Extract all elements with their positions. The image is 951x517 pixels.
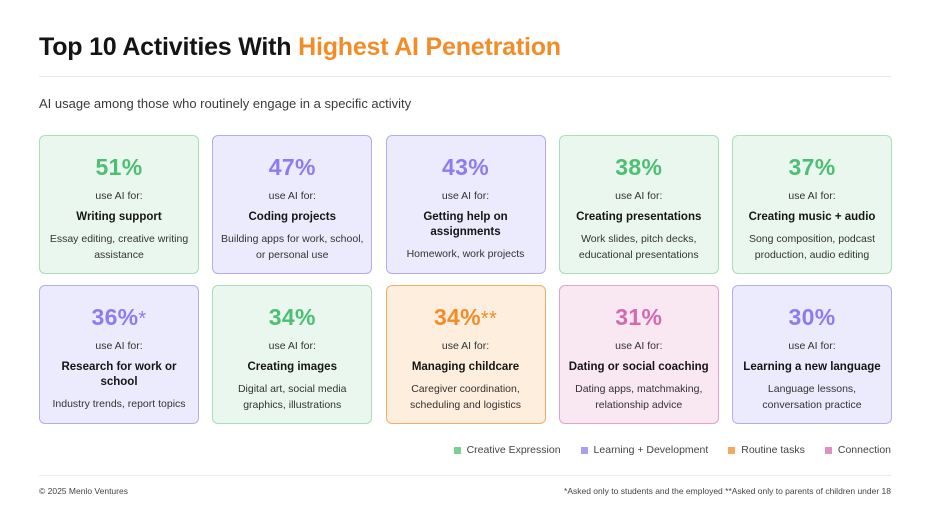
legend-item-creative: Creative Expression <box>453 444 561 456</box>
card-percent: 51% <box>40 153 198 181</box>
card-percent: 47% <box>213 153 371 181</box>
card-activity: Coding projects <box>248 211 337 223</box>
card-prefix-label: use AI for: <box>788 340 836 352</box>
card-prefix-label: use AI for: <box>615 190 663 202</box>
legend-swatch <box>728 446 736 454</box>
card-percent: 36%* <box>40 303 198 331</box>
footnotes: *Asked only to students and the employed… <box>564 486 891 496</box>
legend-item-routine: Routine tasks <box>728 444 805 456</box>
card-footnote-mark: ** <box>480 308 498 330</box>
card-prefix-label: use AI for: <box>788 190 836 202</box>
card-percent-value: 43% <box>442 154 489 180</box>
legend-swatch <box>824 446 832 454</box>
legend-label: Connection <box>837 444 891 456</box>
activity-card: 38% use AI for: Creating presentations Work… <box>558 135 719 274</box>
card-percent-value: 30% <box>788 304 836 330</box>
legend-item-connection: Connection <box>824 444 891 456</box>
card-percent-value: 31% <box>615 304 663 330</box>
legend-label: Creative Expression <box>466 444 561 456</box>
card-percent-value: 34% <box>433 304 481 330</box>
card-percent-value: 38% <box>615 154 663 180</box>
activity-card: 43% use AI for: Getting help on assignment… <box>385 135 546 274</box>
card-description: Dating apps, matchmaking, relationship a… <box>575 383 703 411</box>
card-prefix-label: use AI for: <box>95 340 143 352</box>
card-activity: Managing childcare <box>411 361 520 373</box>
activity-card: 51% use AI for: Writing support Essay editi… <box>39 135 199 274</box>
card-description: Homework, work projects <box>406 248 525 260</box>
activity-card: 30% use AI for: Learning a new language Lan… <box>732 285 892 424</box>
legend-swatch <box>580 446 588 454</box>
card-activity: Creating images <box>247 361 337 373</box>
activity-card: 37% use AI for: Creating music + audio Song… <box>732 135 892 274</box>
legend-swatch <box>453 446 461 454</box>
card-prefix-label: use AI for: <box>268 340 316 352</box>
card-percent: 43% <box>387 153 545 181</box>
card-percent: 38% <box>560 153 718 181</box>
activity-grid: 51% use AI for: Writing support Essay editi… <box>39 135 892 425</box>
card-percent-value: 37% <box>788 154 836 180</box>
card-description: Digital art, social media graphics, illu… <box>237 383 347 411</box>
legend: Creative Expression Learning + Developmen… <box>453 444 891 456</box>
card-percent-value: 36% <box>91 304 139 330</box>
card-footnote-mark: * <box>138 308 147 330</box>
card-description: Language lessons, conversation practice <box>762 383 862 411</box>
card-percent-value: 51% <box>95 154 143 180</box>
page-title: Top 10 Activities With Highest AI Penetr… <box>39 33 561 62</box>
card-description: Essay editing, creative writing assistan… <box>49 233 189 261</box>
title-divider <box>39 76 891 77</box>
activity-card: 34% use AI for: Creating images Digital art… <box>212 285 373 424</box>
card-activity: Learning a new language <box>743 361 881 373</box>
card-percent-value: 34% <box>268 304 316 330</box>
card-percent: 34%** <box>387 303 545 331</box>
card-prefix-label: use AI for: <box>95 190 143 202</box>
card-percent: 30% <box>733 303 891 331</box>
title-main: Top 10 Activities With <box>39 33 299 61</box>
legend-label: Routine tasks <box>741 444 805 456</box>
card-activity: Dating or social coaching <box>568 361 709 373</box>
title-accent: Highest AI Penetration <box>298 33 561 61</box>
card-activity: Creating music + audio <box>748 211 876 223</box>
subtitle: AI usage among those who routinely engag… <box>39 96 412 111</box>
footer-divider <box>39 475 891 476</box>
card-description: Building apps for work, school, or perso… <box>221 233 364 261</box>
card-description: Industry trends, report topics <box>52 398 186 410</box>
copyright: © 2025 Menlo Ventures <box>39 486 128 496</box>
activity-card: 31% use AI for: Dating or social coaching D… <box>558 285 719 424</box>
card-description: Song composition, podcast production, au… <box>748 233 876 261</box>
card-activity: Research for work or school <box>61 361 177 388</box>
card-percent: 34% <box>213 303 371 331</box>
card-percent-value: 47% <box>268 154 316 180</box>
card-percent: 37% <box>733 153 891 181</box>
card-description: Work slides, pitch decks, educational pr… <box>578 233 699 261</box>
card-percent: 31% <box>560 303 718 331</box>
activity-card: 36%* use AI for: Research for work or scho… <box>39 285 199 424</box>
card-activity: Getting help on assignments <box>423 211 508 238</box>
legend-item-learning: Learning + Development <box>580 444 709 456</box>
card-description: Caregiver coordination, scheduling and l… <box>410 383 521 411</box>
card-prefix-label: use AI for: <box>268 190 316 202</box>
card-prefix-label: use AI for: <box>615 340 663 352</box>
card-activity: Writing support <box>76 211 162 223</box>
card-prefix-label: use AI for: <box>441 190 490 202</box>
activity-card: 47% use AI for: Coding projects Building ap… <box>212 135 373 274</box>
activity-card: 34%** use AI for: Managing childcare Caregi… <box>385 285 546 424</box>
legend-label: Learning + Development <box>593 444 709 456</box>
card-prefix-label: use AI for: <box>441 340 490 352</box>
card-activity: Creating presentations <box>576 211 702 223</box>
